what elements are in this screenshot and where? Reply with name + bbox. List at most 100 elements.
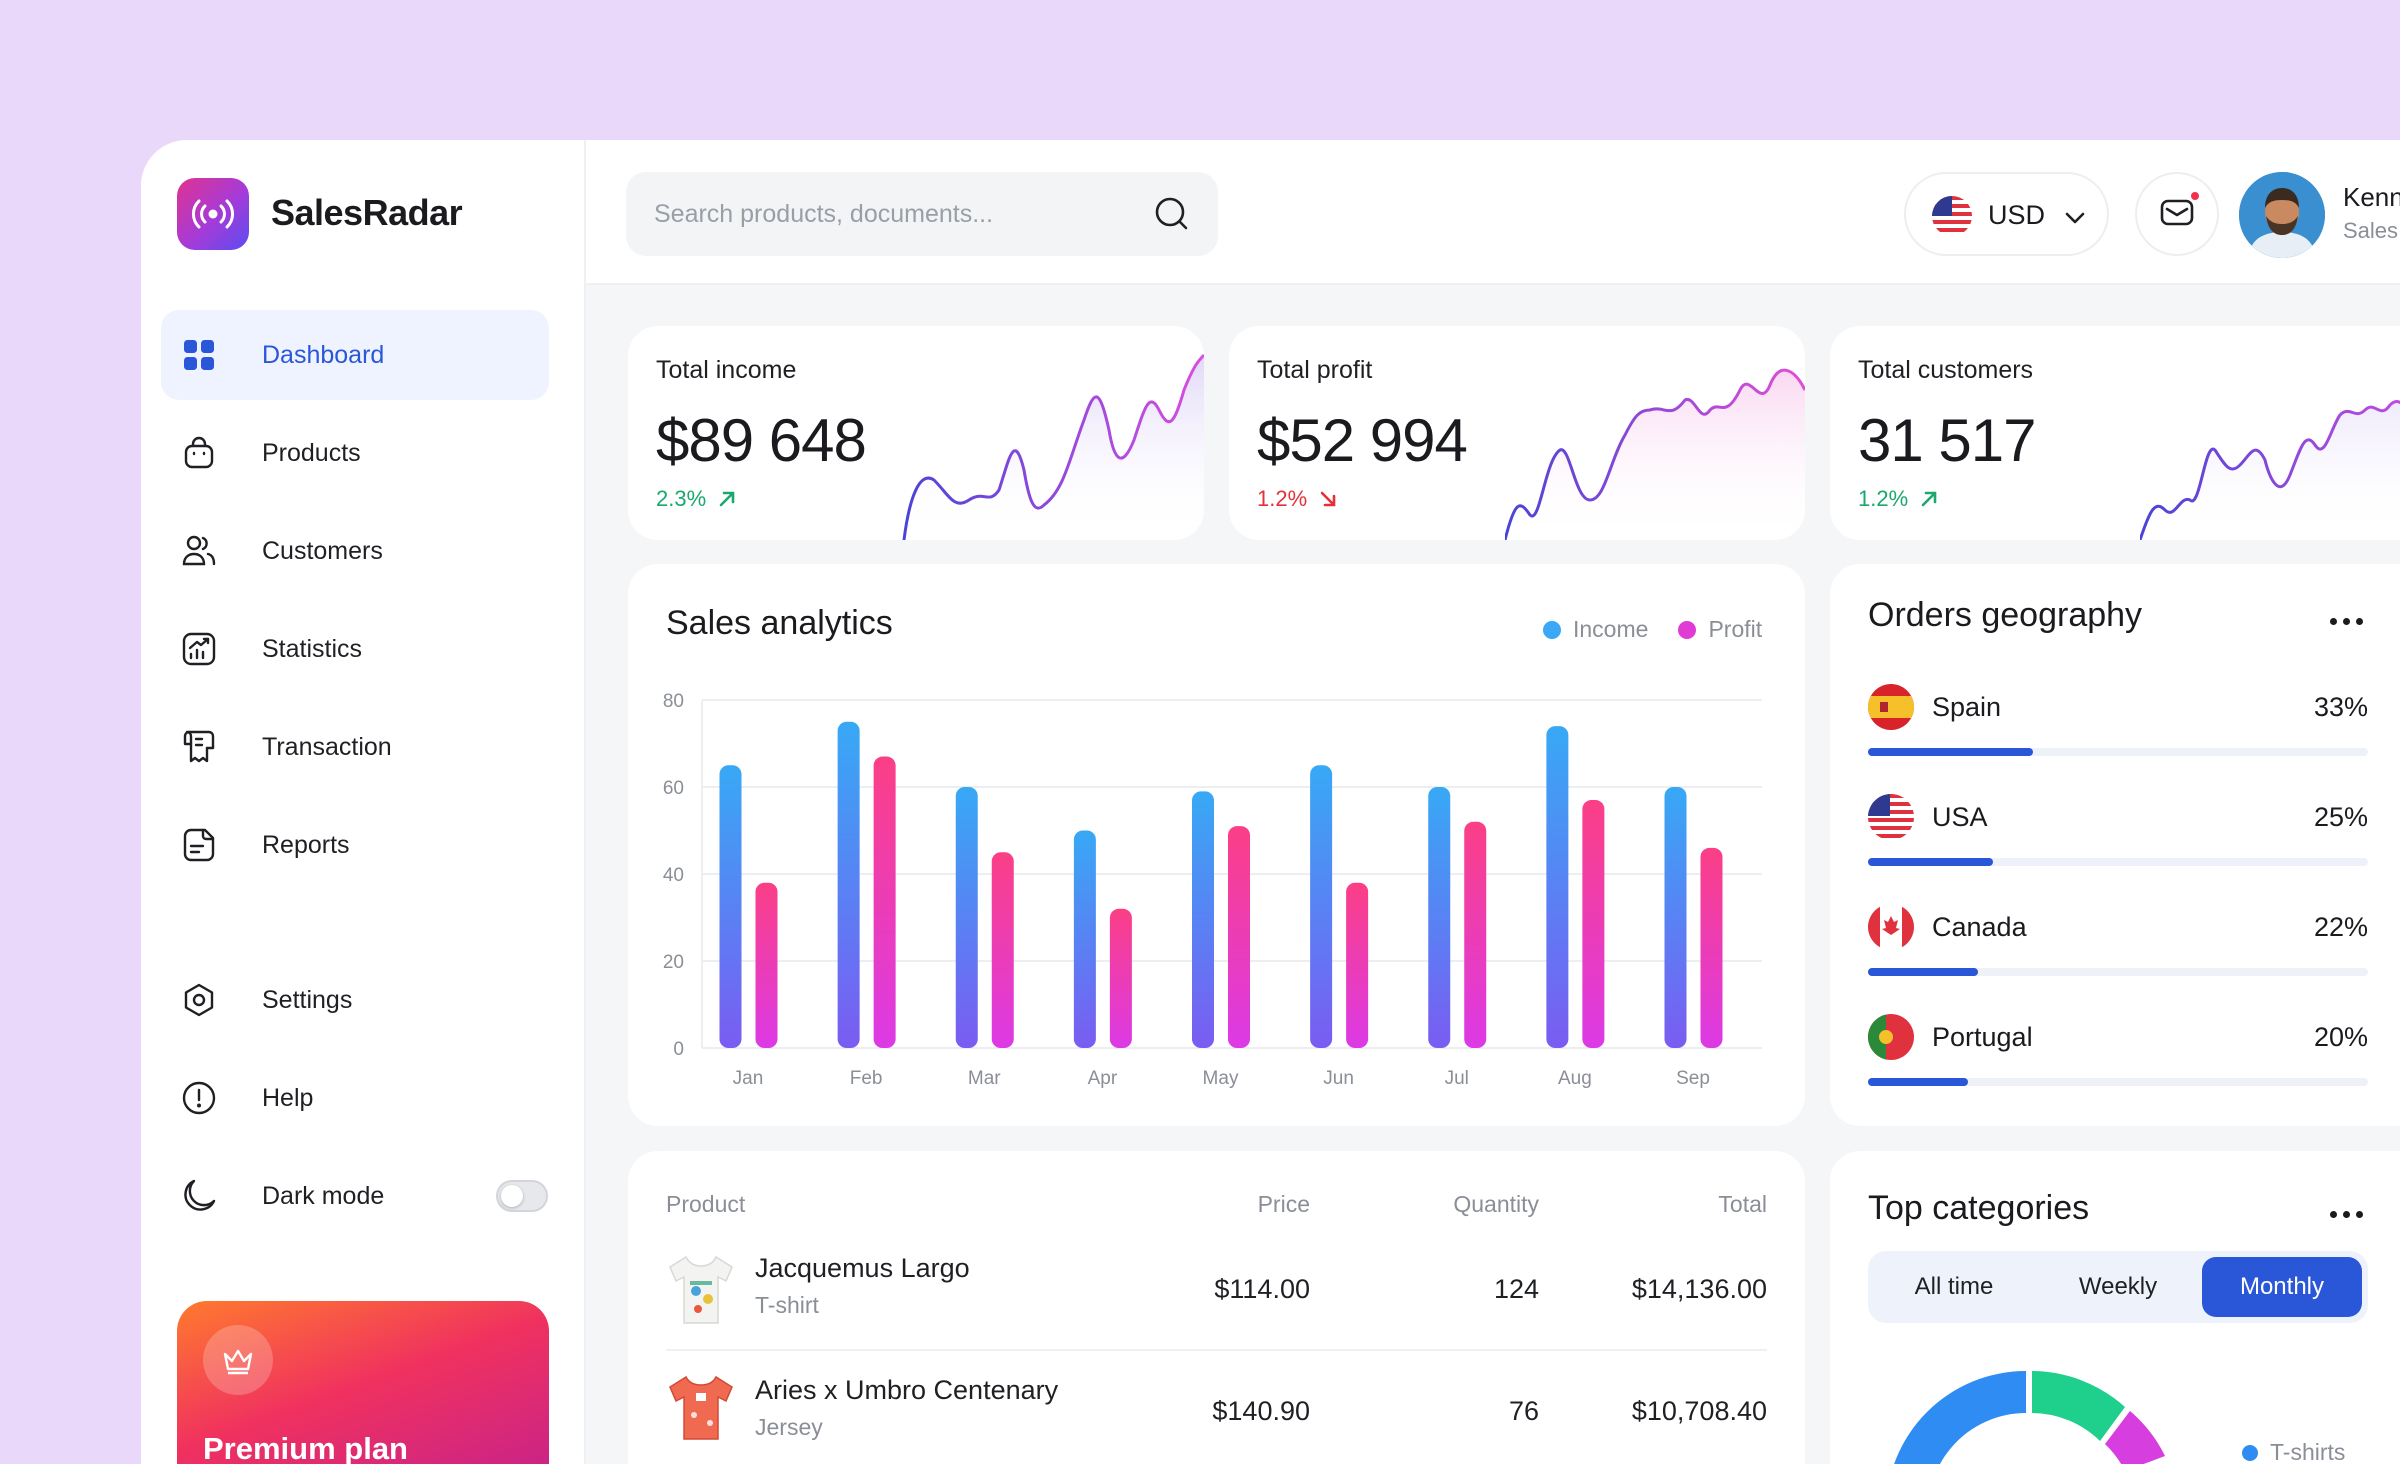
geo-country: Portugal <box>1932 1022 2033 1052</box>
tab-monthly[interactable]: Monthly <box>2202 1257 2362 1317</box>
geo-country: Spain <box>1932 692 2002 722</box>
sidebar-item-products[interactable]: Products <box>161 408 549 498</box>
sidebar-item-label: Customers <box>262 536 383 565</box>
sidebar-item-transaction[interactable]: Transaction <box>161 702 549 792</box>
sales-analytics-card: Sales analytics Income Profit 0 20 40 60 80 J… <box>628 564 1805 1126</box>
stat-card-customers: Total customers 31 517 1.2% <box>1830 326 2400 540</box>
sidebar-item-statistics[interactable]: Statistics <box>161 604 549 694</box>
sidebar-item-reports[interactable]: Reports <box>161 800 549 890</box>
stat-change-value: 2.3% <box>656 486 707 511</box>
user-role: Sales manager <box>2343 218 2400 243</box>
x-tick-label: Apr <box>1088 1068 1118 1089</box>
product-price: $140.90 <box>1212 1396 1310 1426</box>
stat-change: 1.2% <box>1257 486 1339 512</box>
x-tick-label: Jul <box>1445 1068 1469 1089</box>
y-tick-label: 40 <box>663 865 684 886</box>
stat-value: $89 648 <box>656 407 867 474</box>
sidebar-item-label: Dark mode <box>262 1181 385 1210</box>
x-tick-label: Aug <box>1558 1068 1592 1089</box>
product-quantity: 76 <box>1508 1396 1539 1426</box>
tab-all-time[interactable]: All time <box>1914 1273 1994 1300</box>
legend-label: T-shirts <box>2270 1439 2346 1464</box>
orders-geography-title: Orders geography <box>1868 596 2143 634</box>
legend-income-swatch <box>1543 620 1561 639</box>
document-icon <box>179 825 219 865</box>
product-name: Aries x Umbro Centenary <box>755 1375 1059 1405</box>
toggle-knob <box>501 1185 523 1207</box>
sidebar-item-dark-mode: Dark mode <box>161 1151 549 1241</box>
more-options-icon[interactable] <box>2330 1211 2363 1218</box>
legend-swatch <box>2242 1444 2258 1461</box>
us-flag-icon <box>1932 196 1972 236</box>
dark-mode-toggle[interactable] <box>496 1180 548 1212</box>
geo-country: Canada <box>1932 912 2027 942</box>
chart-legend: Income Profit <box>1543 616 1762 643</box>
column-header-product: Product <box>666 1191 746 1217</box>
stat-value: $52 994 <box>1257 407 1468 474</box>
spain-flag-icon <box>1868 684 1914 730</box>
user-name: Kenneth Mendoza <box>2343 182 2400 212</box>
product-total: $10,708.40 <box>1631 1396 1767 1426</box>
sidebar-item-help[interactable]: Help <box>161 1053 549 1143</box>
sidebar-item-label: Statistics <box>262 634 363 663</box>
geo-progress-fill <box>1868 1078 1968 1086</box>
product-total: $14,136.00 <box>1631 1274 1767 1304</box>
income-bar <box>1664 787 1687 1048</box>
sidebar-item-label: Reports <box>262 830 350 859</box>
income-bar <box>1546 726 1569 1048</box>
currency-select[interactable]: USD <box>1904 172 2109 256</box>
app-window: SalesRadar Dashboard Products Customers … <box>141 140 2400 1464</box>
geo-progress-track <box>1868 858 2368 866</box>
search-input[interactable] <box>654 172 1124 256</box>
donut-segment <box>2032 1371 2125 1441</box>
orders-geography-card: Orders geography Spain 33% USA 25% Canad… <box>1830 564 2400 1126</box>
stat-change: 1.2% <box>1858 486 1940 512</box>
income-bar <box>1192 791 1214 1048</box>
tab-weekly[interactable]: Weekly <box>2078 1273 2158 1300</box>
x-tick-label: Jun <box>1323 1068 1354 1089</box>
arrow-up-right-icon <box>1921 491 1937 507</box>
sidebar: SalesRadar Dashboard Products Customers … <box>141 140 586 1464</box>
y-tick-label: 0 <box>673 1039 684 1060</box>
notification-dot <box>2189 190 2201 202</box>
stat-title: Total customers <box>1858 356 2034 384</box>
stat-change: 2.3% <box>656 486 738 512</box>
x-tick-label: Sep <box>1676 1068 1710 1089</box>
income-bar <box>837 721 860 1048</box>
avatar[interactable] <box>2239 172 2325 258</box>
period-tabs: All time Weekly Monthly <box>1868 1251 2368 1323</box>
radar-icon <box>192 199 234 229</box>
chevron-down-icon <box>2061 204 2089 237</box>
geo-percent: 22% <box>2313 912 2368 942</box>
currency-label: USD <box>1988 200 2046 230</box>
sidebar-item-dashboard[interactable]: Dashboard <box>161 310 549 400</box>
y-tick-label: 60 <box>663 778 684 799</box>
product-type: T-shirt <box>755 1292 819 1318</box>
arrow-up-right-icon <box>719 491 735 507</box>
income-bar <box>1073 830 1096 1048</box>
geo-country: USA <box>1932 802 1988 832</box>
income-sparkline <box>902 353 1204 540</box>
income-bar <box>955 787 978 1048</box>
inbox-button[interactable] <box>2135 172 2219 256</box>
product-type: Jersey <box>755 1414 823 1440</box>
alert-circle-icon <box>179 1078 219 1118</box>
sidebar-item-label: Dashboard <box>262 340 385 369</box>
portugal-flag-icon <box>1868 1014 1914 1060</box>
donut-segment <box>2105 1411 2165 1464</box>
chart-icon <box>179 629 219 669</box>
app-logo[interactable] <box>177 178 249 250</box>
donut-segment-tshirts <box>1894 1371 2026 1464</box>
geo-percent: 33% <box>2313 692 2368 722</box>
arrow-down-right-icon <box>1320 491 1336 507</box>
premium-plan-card[interactable]: Premium plan <box>177 1301 549 1464</box>
geo-progress-fill <box>1868 748 2033 756</box>
sidebar-item-customers[interactable]: Customers <box>161 506 549 596</box>
profit-bar <box>1228 826 1250 1048</box>
column-header-quantity: Quantity <box>1453 1191 1539 1217</box>
sidebar-item-settings[interactable]: Settings <box>161 955 549 1045</box>
search-icon[interactable] <box>1152 194 1192 239</box>
more-options-icon[interactable] <box>2330 618 2363 625</box>
mail-icon <box>2157 192 2197 237</box>
profit-bar <box>755 882 778 1048</box>
